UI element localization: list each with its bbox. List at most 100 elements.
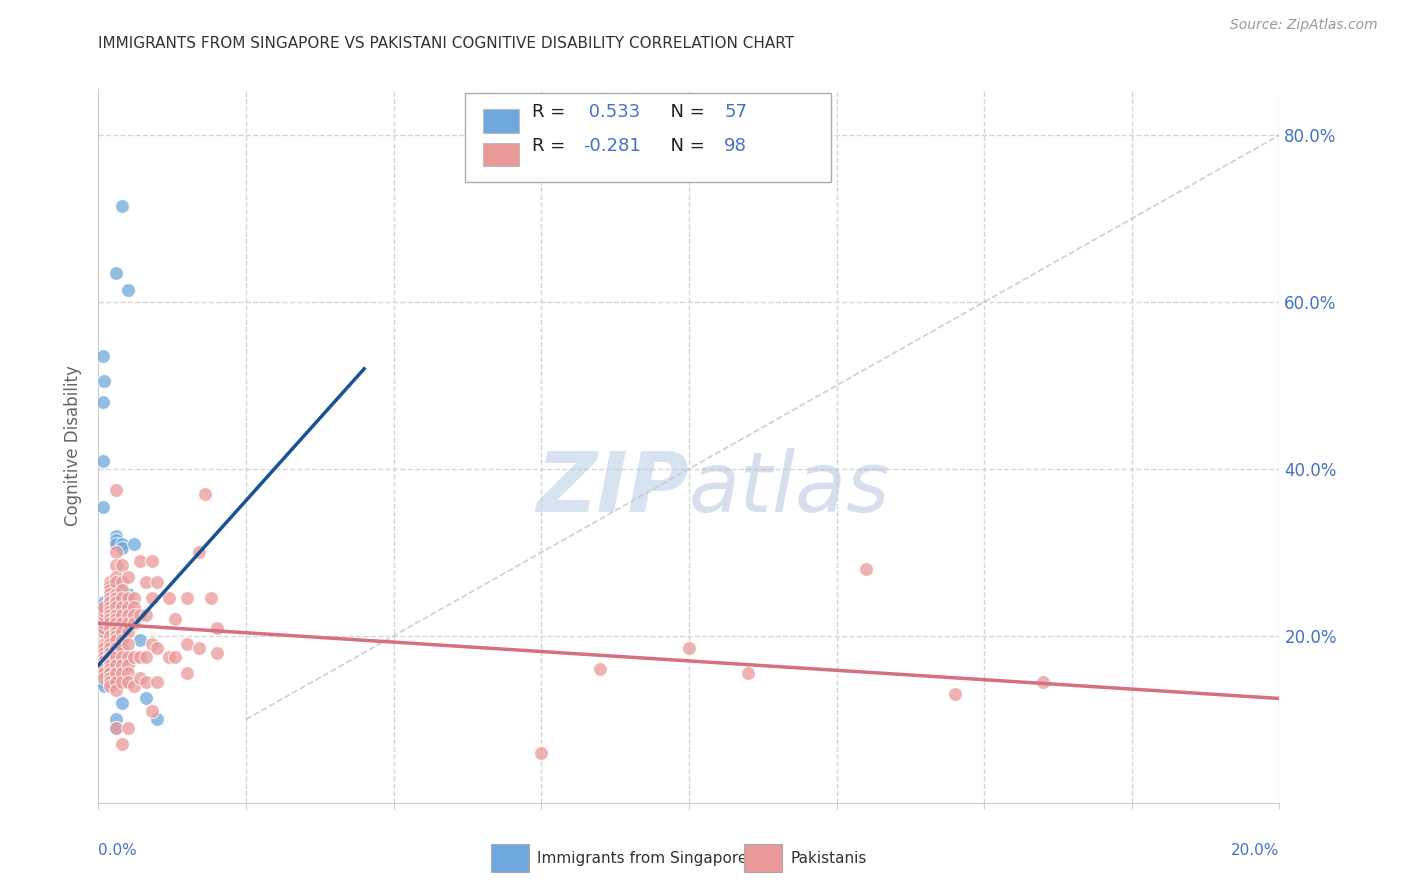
Point [93,374,115,388]
Text: ZIP: ZIP [536,449,689,529]
Point [98,574,121,589]
Point [111,738,134,752]
Point [135,607,157,622]
Point [105,683,128,698]
Point [111,641,134,656]
Point [98,671,121,685]
Point [117,599,139,614]
Text: R =: R = [531,136,571,154]
Point [93,621,115,635]
Text: 57: 57 [724,103,748,121]
Point [105,616,128,631]
Point [93,646,115,660]
Point [98,654,121,668]
Point [105,633,128,648]
Point [105,587,128,601]
Y-axis label: Cognitive Disability: Cognitive Disability [65,366,83,526]
Point [117,587,139,601]
Point [98,658,121,673]
Point [111,541,134,556]
Point [141,591,163,606]
Point [93,612,115,626]
Point [105,558,128,572]
Point [93,624,115,639]
Point [176,591,198,606]
Text: Source: ZipAtlas.com: Source: ZipAtlas.com [1230,18,1378,32]
Text: 0.0%: 0.0% [98,843,138,858]
Point [105,570,128,584]
Point [111,591,134,606]
Text: 20.0%: 20.0% [1232,843,1279,858]
Point [165,612,187,626]
Point [105,641,128,656]
Point [111,607,134,622]
Point [93,616,115,631]
Point [176,666,198,681]
Point [135,574,157,589]
Point [98,607,121,622]
Point [194,487,217,501]
Point [98,662,121,676]
Point [111,633,134,648]
Point [111,666,134,681]
Text: -0.281: -0.281 [582,136,640,154]
Point [93,637,115,651]
Point [98,616,121,631]
Point [111,624,134,639]
Point [93,604,115,618]
Point [105,721,128,735]
Point [187,641,209,656]
Point [111,599,134,614]
Point [117,607,139,622]
Point [117,624,139,639]
Point [111,574,134,589]
Point [93,662,115,676]
Point [93,666,115,681]
Point [91,395,114,409]
Point [105,712,128,726]
Point [678,641,700,656]
Point [117,599,139,614]
Point [146,574,169,589]
Point [93,621,115,635]
Point [105,721,128,735]
Text: N =: N = [659,103,711,121]
Point [98,591,121,606]
Point [111,674,134,689]
Point [98,637,121,651]
Text: 98: 98 [724,136,747,154]
Point [93,599,115,614]
Point [141,704,163,718]
Point [141,554,163,568]
Point [111,558,134,572]
Point [105,621,128,635]
Point [128,649,150,664]
FancyBboxPatch shape [484,143,519,166]
Point [135,691,157,706]
Point [93,654,115,668]
Text: Immigrants from Singapore: Immigrants from Singapore [537,851,748,865]
Point [141,637,163,651]
Point [98,646,121,660]
Point [98,604,121,618]
Point [93,662,115,676]
Point [93,671,115,685]
Point [98,666,121,681]
Point [91,349,114,363]
Text: atlas: atlas [689,449,890,529]
Point [93,654,115,668]
Point [117,674,139,689]
Point [98,621,121,635]
Point [146,641,169,656]
Point [93,646,115,660]
Point [93,604,115,618]
Point [98,674,121,689]
Point [111,658,134,673]
Text: Pakistanis: Pakistanis [790,851,866,865]
Point [122,591,145,606]
Point [93,595,115,609]
Point [105,266,128,280]
Point [111,696,134,710]
Point [105,621,128,635]
Point [146,712,169,726]
